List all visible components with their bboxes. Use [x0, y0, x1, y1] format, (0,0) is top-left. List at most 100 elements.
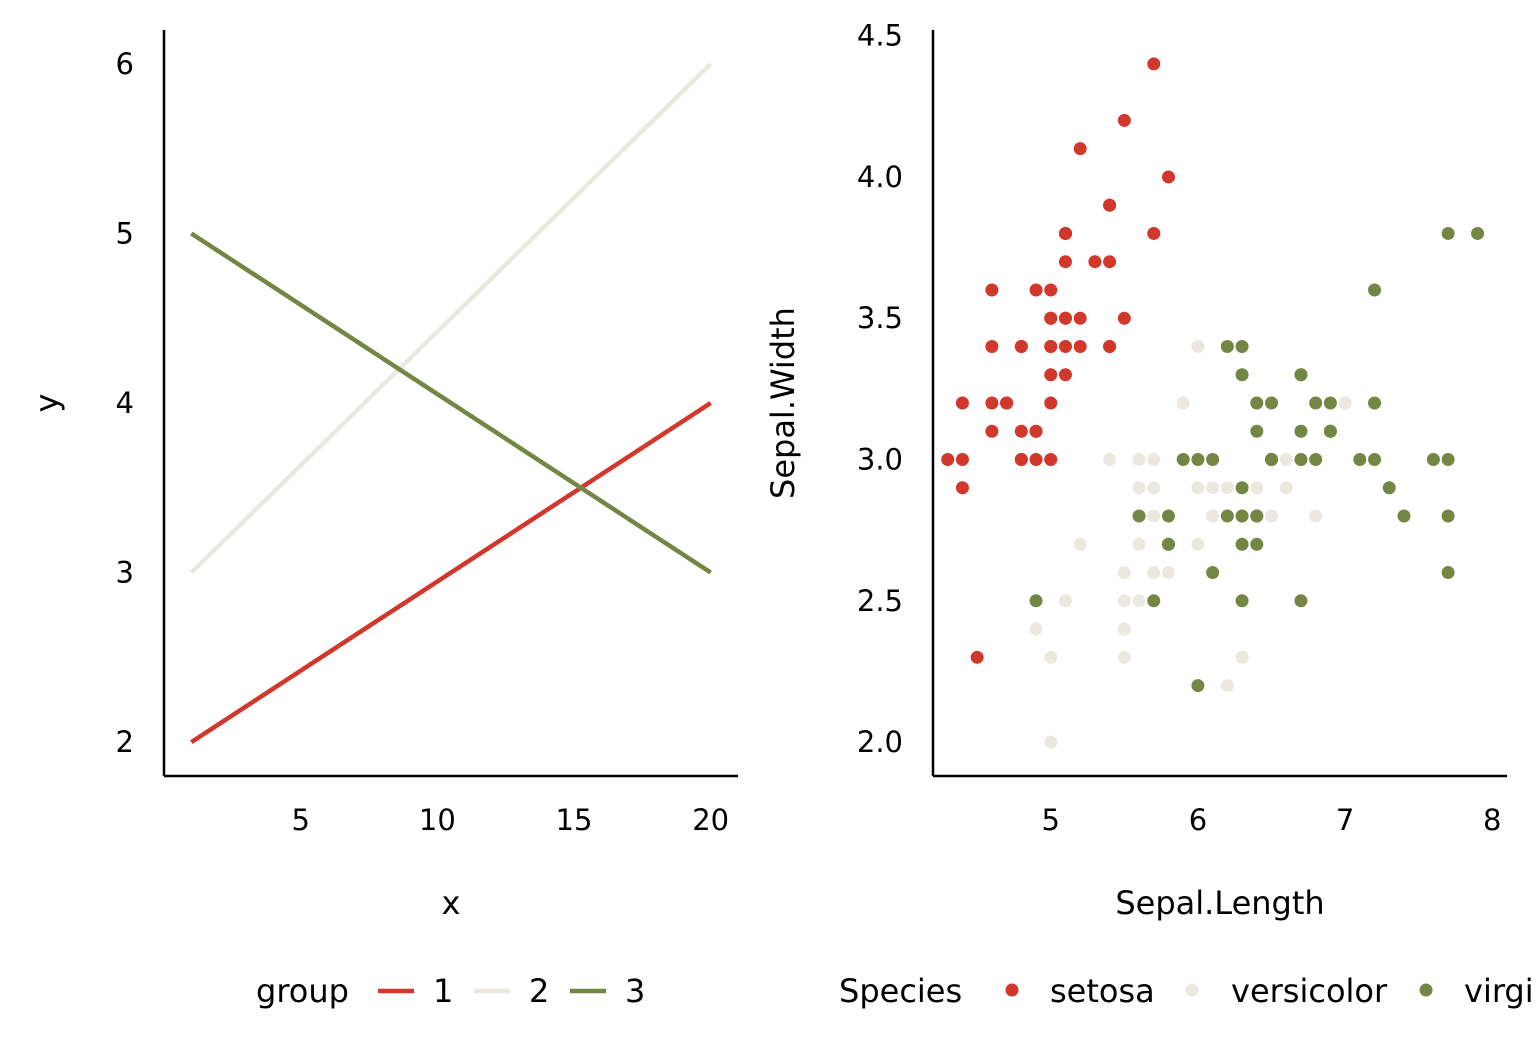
- legend-label-2: 2: [529, 972, 549, 1010]
- y-tick-label: 4.5: [857, 19, 903, 53]
- legend-group: Species setosa versicolor virginica: [839, 972, 1536, 1010]
- scatter-point-versicolor: [1103, 453, 1117, 467]
- scatter-point-virginica: [1309, 396, 1323, 410]
- scatter-point-virginica: [1441, 226, 1455, 240]
- x-axis-title: x: [442, 884, 461, 922]
- scatter-point-setosa: [1103, 255, 1117, 269]
- scatter-point-virginica: [1441, 453, 1455, 467]
- scatter-point-versicolor: [1309, 509, 1323, 523]
- scatter-point-versicolor: [1191, 339, 1205, 353]
- scatter-point-setosa: [1014, 339, 1028, 353]
- scatter-point-virginica: [1441, 509, 1455, 523]
- y-tick-label: 4.0: [857, 160, 903, 194]
- scatter-point-virginica: [1250, 424, 1264, 438]
- legend-label-virginica: virginica: [1464, 972, 1536, 1010]
- x-axis-title: Sepal.Length: [1115, 884, 1324, 922]
- series-line-1: [190, 401, 712, 744]
- scatter-point-setosa: [1147, 226, 1161, 240]
- scatter-point-virginica: [1265, 396, 1279, 410]
- legend-label-setosa: setosa: [1050, 972, 1155, 1010]
- scatter-point-setosa: [1073, 142, 1087, 156]
- scatter-point-virginica: [1147, 594, 1161, 608]
- scatter-point-virginica: [1220, 509, 1234, 523]
- scatter-point-virginica: [1235, 594, 1249, 608]
- scatter-point-virginica: [1191, 679, 1205, 693]
- scatter-point-versicolor: [1235, 650, 1249, 664]
- scatter-point-virginica: [1323, 424, 1337, 438]
- scatter-point-setosa: [1058, 226, 1072, 240]
- x-tick-label: 20: [692, 803, 729, 837]
- x-tick-label: 6: [1189, 803, 1207, 837]
- scatter-point-versicolor: [1206, 509, 1220, 523]
- scatter-point-versicolor: [1132, 537, 1146, 551]
- scatter-point-setosa: [1029, 424, 1043, 438]
- scatter-point-virginica: [1426, 453, 1440, 467]
- scatter-point-setosa: [941, 453, 955, 467]
- scatter-point-virginica: [1235, 339, 1249, 353]
- scatter-point-setosa: [1044, 311, 1058, 325]
- y-tick-label: 5: [116, 216, 134, 250]
- x-tick-label: 5: [1042, 803, 1060, 837]
- scatter-point-setosa: [1044, 368, 1058, 382]
- scatter-point-virginica: [1235, 537, 1249, 551]
- scatter-point-setosa: [1117, 113, 1131, 127]
- scatter-point-versicolor: [1191, 537, 1205, 551]
- y-axis-title: Sepal.Width: [764, 307, 802, 499]
- scatter-point-versicolor: [1147, 566, 1161, 580]
- scatter-point-virginica: [1294, 368, 1308, 382]
- scatter-point-virginica: [1294, 424, 1308, 438]
- scatter-point-versicolor: [1044, 650, 1058, 664]
- scatter-point-setosa: [1147, 57, 1161, 71]
- scatter-point-setosa: [970, 650, 984, 664]
- x-tick-label: 10: [419, 803, 456, 837]
- scatter-point-setosa: [1044, 339, 1058, 353]
- y-tick-label: 4: [116, 386, 134, 420]
- legend-label-versicolor: versicolor: [1231, 972, 1388, 1010]
- scatter-point-virginica: [1471, 226, 1485, 240]
- scatter-point-setosa: [1117, 311, 1131, 325]
- scatter-point-virginica: [1220, 339, 1234, 353]
- scatter-point-versicolor: [1117, 650, 1131, 664]
- scatter-point-versicolor: [1220, 481, 1234, 495]
- scatter-point-virginica: [1206, 566, 1220, 580]
- scatter-point-versicolor: [1132, 594, 1146, 608]
- scatter-point-virginica: [1294, 453, 1308, 467]
- scatter-point-versicolor: [1147, 509, 1161, 523]
- scatter-point-setosa: [1014, 453, 1028, 467]
- scatter-point-versicolor: [1117, 566, 1131, 580]
- scatter-point-virginica: [1161, 537, 1175, 551]
- legend-key-setosa: [1005, 983, 1019, 997]
- scatter-point-setosa: [985, 339, 999, 353]
- series-line-3: [190, 231, 712, 575]
- scatter-point-virginica: [1382, 481, 1396, 495]
- y-tick-label: 3.0: [857, 443, 903, 477]
- scatter-point-setosa: [955, 481, 969, 495]
- scatter-point-setosa: [955, 453, 969, 467]
- scatter-point-setosa: [1044, 396, 1058, 410]
- scatter-point-virginica: [1368, 396, 1382, 410]
- scatter-point-setosa: [985, 424, 999, 438]
- scatter-point-setosa: [1058, 339, 1072, 353]
- scatter-point-setosa: [1103, 339, 1117, 353]
- scatter-point-virginica: [1294, 594, 1308, 608]
- scatter-point-setosa: [1088, 255, 1102, 269]
- scatter-point-virginica: [1323, 396, 1337, 410]
- scatter-point-setosa: [1044, 453, 1058, 467]
- y-tick-label: 2.5: [857, 584, 903, 618]
- scatter-point-versicolor: [1029, 622, 1043, 636]
- x-tick-label: 15: [556, 803, 593, 837]
- scatter-point-setosa: [1029, 283, 1043, 297]
- x-tick-label: 8: [1483, 803, 1501, 837]
- scatter-point-virginica: [1235, 509, 1249, 523]
- y-tick-label: 6: [116, 47, 134, 81]
- scatter-point-setosa: [1000, 396, 1014, 410]
- scatter-point-setosa: [1029, 453, 1043, 467]
- scatter-point-versicolor: [1117, 594, 1131, 608]
- scatter-point-versicolor: [1132, 453, 1146, 467]
- scatter-point-virginica: [1368, 283, 1382, 297]
- scatter-point-virginica: [1397, 509, 1411, 523]
- scatter-point-virginica: [1161, 509, 1175, 523]
- y-tick-label: 2.0: [857, 725, 903, 759]
- scatter-point-versicolor: [1338, 396, 1352, 410]
